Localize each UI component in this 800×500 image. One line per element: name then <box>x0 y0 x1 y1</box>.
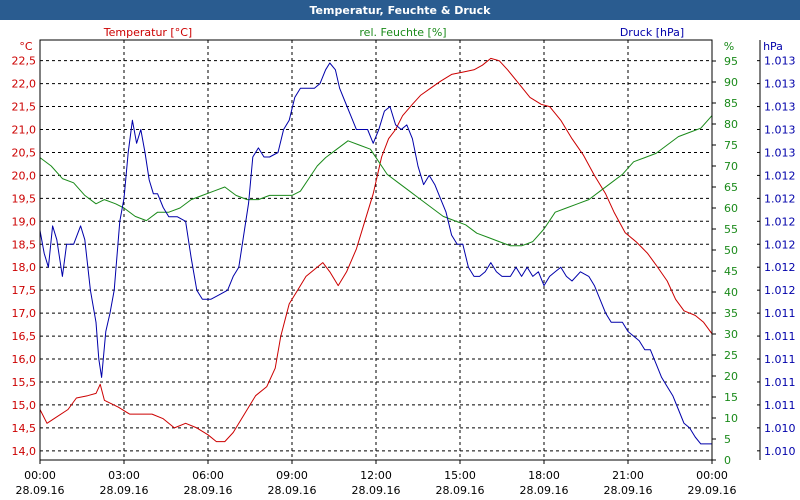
x-tick-date: 28.09.16 <box>268 484 317 497</box>
temperature-tick-label: 21,0 <box>12 124 37 137</box>
pressure-tick-label: 1.010 <box>764 422 796 435</box>
x-tick-date: 28.09.16 <box>16 484 65 497</box>
temperature-tick-label: 22,5 <box>12 55 37 68</box>
humidity-tick-label: 40 <box>724 286 738 299</box>
pressure-tick-label: 1.011 <box>764 330 796 343</box>
pressure-tick-labels: 1.010 1.010 1.011 1.011 1.011 1.011 1.011 1.012… <box>757 55 796 458</box>
series-line-humidity <box>39 115 713 247</box>
pressure-tick-label: 1.012 <box>764 284 796 297</box>
chart-title: Temperatur, Feuchte & Druck <box>310 4 492 17</box>
humidity-tick-label: 80 <box>724 118 738 131</box>
pressure-tick-label: 1.013 <box>764 101 796 114</box>
humidity-tick-label: 30 <box>724 328 738 341</box>
x-tick-date: 28.09.16 <box>184 484 233 497</box>
pressure-tick-label: 1.012 <box>764 215 796 228</box>
temperature-tick-label: 19,5 <box>12 192 37 205</box>
x-tick-date: 28.09.16 <box>352 484 401 497</box>
x-tick-time: 03:00 <box>108 469 140 482</box>
x-tick-time: 15:00 <box>444 469 476 482</box>
temperature-tick-label: 18,0 <box>12 261 37 274</box>
humidity-tick-label: 60 <box>724 202 738 215</box>
series-line-pressure <box>39 62 712 445</box>
x-tick-labels: 00:00 28.09.16 03:00 28.09.16 06:00 28.09.16 0… <box>16 460 737 497</box>
x-tick-time: 00:00 <box>696 469 728 482</box>
humidity-tick-label: 90 <box>724 76 738 89</box>
temperature-tick-label: 17,5 <box>12 284 37 297</box>
pressure-tick-label: 1.013 <box>764 146 796 159</box>
temperature-tick-label: 16,5 <box>12 330 37 343</box>
pressure-tick-label: 1.013 <box>764 55 796 68</box>
humidity-tick-label: 65 <box>724 181 738 194</box>
plot-frame <box>39 39 713 461</box>
humidity-tick-label: 45 <box>724 265 738 278</box>
pressure-tick-label: 1.011 <box>764 353 796 366</box>
grid <box>40 40 712 460</box>
x-tick-time: 09:00 <box>276 469 308 482</box>
humidity-tick-label: 50 <box>724 244 738 257</box>
humidity-tick-label: 10 <box>724 412 738 425</box>
x-tick-time: 00:00 <box>24 469 56 482</box>
temperature-tick-label: 14,5 <box>12 422 37 435</box>
x-tick-date: 29.09.16 <box>688 484 737 497</box>
humidity-tick-label: 25 <box>724 349 738 362</box>
pressure-tick-label: 1.012 <box>764 261 796 274</box>
temperature-tick-label: 17,0 <box>12 307 37 320</box>
humidity-tick-label: 0 <box>724 454 731 467</box>
x-tick-time: 21:00 <box>612 469 644 482</box>
humidity-tick-label: 75 <box>724 139 738 152</box>
series-lines <box>39 57 713 445</box>
humidity-tick-label: 95 <box>724 55 738 68</box>
x-tick-time: 12:00 <box>360 469 392 482</box>
legend-temperature: Temperatur [°C] <box>103 26 192 39</box>
series-line-temperature <box>39 57 713 443</box>
temperature-tick-label: 22,0 <box>12 78 37 91</box>
temperature-tick-label: 20,0 <box>12 169 37 182</box>
legend-humidity: rel. Feuchte [%] <box>359 26 446 39</box>
humidity-tick-label: 85 <box>724 97 738 110</box>
pressure-tick-label: 1.013 <box>764 124 796 137</box>
temperature-tick-label: 15,5 <box>12 376 37 389</box>
x-tick-time: 06:00 <box>192 469 224 482</box>
temperature-tick-label: 16,0 <box>12 353 37 366</box>
humidity-tick-label: 70 <box>724 160 738 173</box>
temperature-unit: °C <box>19 40 33 53</box>
x-tick-date: 28.09.16 <box>604 484 653 497</box>
pressure-tick-label: 1.013 <box>764 78 796 91</box>
pressure-tick-label: 1.011 <box>764 307 796 320</box>
humidity-unit: % <box>724 40 734 53</box>
humidity-tick-label: 35 <box>724 307 738 320</box>
pressure-tick-label: 1.012 <box>764 169 796 182</box>
x-tick-date: 28.09.16 <box>520 484 569 497</box>
pressure-tick-label: 1.011 <box>764 399 796 412</box>
pressure-tick-label: 1.010 <box>764 445 796 458</box>
pressure-tick-label: 1.012 <box>764 192 796 205</box>
pressure-tick-label: 1.012 <box>764 238 796 251</box>
temperature-tick-label: 18,5 <box>12 238 37 251</box>
x-tick-date: 28.09.16 <box>100 484 149 497</box>
temperature-tick-label: 20,5 <box>12 146 37 159</box>
temperature-tick-label: 14,0 <box>12 445 37 458</box>
humidity-tick-label: 55 <box>724 223 738 236</box>
x-tick-date: 28.09.16 <box>436 484 485 497</box>
humidity-tick-label: 5 <box>724 433 731 446</box>
legend-pressure: Druck [hPa] <box>620 26 684 39</box>
humidity-tick-label: 20 <box>724 370 738 383</box>
pressure-tick-label: 1.011 <box>764 376 796 389</box>
temperature-tick-label: 19,0 <box>12 215 37 228</box>
temperature-tick-labels: 14,0 14,5 15,0 15,5 16,0 16,5 17,0 17,5 18,0 18,5… <box>12 55 37 458</box>
title-bar <box>0 0 800 20</box>
pressure-unit: hPa <box>763 40 783 53</box>
humidity-tick-labels: 0 5 10 15 20 25 30 35 40 45 50 55 60 65 70 75 80 85 90 95 <box>712 55 738 467</box>
humidity-tick-label: 15 <box>724 391 738 404</box>
temperature-tick-label: 21,5 <box>12 101 37 114</box>
temperature-tick-label: 15,0 <box>12 399 37 412</box>
x-tick-time: 18:00 <box>528 469 560 482</box>
